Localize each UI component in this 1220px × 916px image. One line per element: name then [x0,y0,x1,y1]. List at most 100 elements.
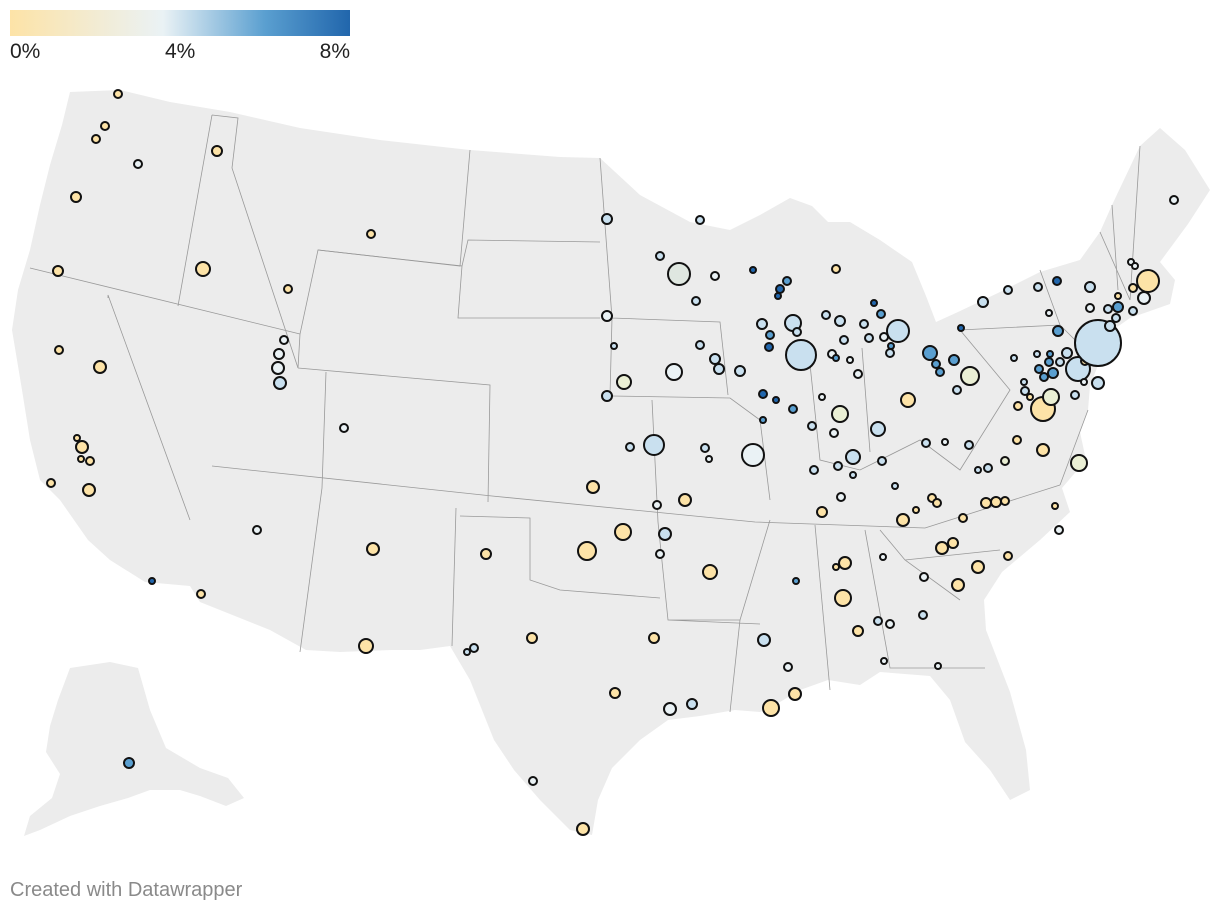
bubble[interactable] [273,348,285,360]
bubble[interactable] [1085,303,1095,313]
bubble[interactable] [463,648,471,656]
bubble[interactable] [831,405,849,423]
bubble[interactable] [195,261,211,277]
bubble[interactable] [935,367,945,377]
bubble[interactable] [864,333,874,343]
bubble[interactable] [665,363,683,381]
bubble[interactable] [1137,291,1151,305]
bubble[interactable] [947,537,959,549]
bubble[interactable] [705,455,713,463]
bubble[interactable] [809,465,819,475]
bubble[interactable] [576,822,590,836]
bubble[interactable] [601,213,613,225]
bubble[interactable] [788,404,798,414]
bubble[interactable] [73,434,81,442]
bubble[interactable] [876,309,886,319]
bubble[interactable] [958,513,968,523]
bubble[interactable] [1051,502,1059,510]
bubble[interactable] [818,393,826,401]
bubble[interactable] [100,121,110,131]
bubble[interactable] [54,345,64,355]
bubble[interactable] [1055,357,1065,367]
bubble[interactable] [785,339,817,371]
bubble[interactable] [148,577,156,585]
bubble[interactable] [601,390,613,402]
bubble[interactable] [852,625,864,637]
bubble[interactable] [792,327,802,337]
bubble[interactable] [1033,282,1043,292]
bubble[interactable] [1045,309,1053,317]
bubble[interactable] [70,191,82,203]
bubble[interactable] [821,310,831,320]
bubble[interactable] [879,553,887,561]
bubble[interactable] [1000,456,1010,466]
bubble[interactable] [480,548,492,560]
bubble[interactable] [1128,306,1138,316]
bubble[interactable] [339,423,349,433]
bubble[interactable] [859,319,869,329]
bubble[interactable] [526,632,538,644]
bubble[interactable] [609,687,621,699]
bubble[interactable] [931,359,941,369]
bubble[interactable] [1033,350,1041,358]
bubble[interactable] [891,482,899,490]
bubble[interactable] [974,466,982,474]
bubble[interactable] [1169,195,1179,205]
bubble[interactable] [1012,435,1022,445]
bubble[interactable] [853,369,863,379]
bubble[interactable] [1054,525,1064,535]
bubble[interactable] [870,299,878,307]
bubble[interactable] [1046,350,1054,358]
bubble[interactable] [885,619,895,629]
bubble[interactable] [885,348,895,358]
bubble[interactable] [123,757,135,769]
bubble[interactable] [941,438,949,446]
bubble[interactable] [849,471,857,479]
bubble[interactable] [952,385,962,395]
bubble[interactable] [586,480,600,494]
bubble[interactable] [832,354,840,362]
bubble[interactable] [834,315,846,327]
bubble[interactable] [734,365,746,377]
bubble[interactable] [702,564,718,580]
bubble[interactable] [896,513,910,527]
bubble[interactable] [93,360,107,374]
bubble[interactable] [948,354,960,366]
bubble[interactable] [686,698,698,710]
credit-text[interactable]: Created with Datawrapper [10,879,243,901]
bubble[interactable] [807,421,817,431]
bubble[interactable] [700,443,710,453]
bubble[interactable] [775,284,785,294]
bubble[interactable] [252,525,262,535]
bubble[interactable] [832,563,840,571]
bubble[interactable] [273,376,287,390]
bubble[interactable] [655,251,665,261]
bubble[interactable] [113,89,123,99]
bubble[interactable] [1103,304,1113,314]
bubble[interactable] [616,374,632,390]
bubble[interactable] [934,662,942,670]
bubble[interactable] [713,363,725,375]
bubble[interactable] [741,443,765,467]
bubble[interactable] [1039,372,1049,382]
bubble[interactable] [757,633,771,647]
bubble[interactable] [983,463,993,473]
bubble[interactable] [1112,301,1124,313]
bubble[interactable] [846,356,854,364]
bubble[interactable] [900,392,916,408]
bubble[interactable] [601,310,613,322]
bubble[interactable] [756,318,768,330]
bubble[interactable] [82,483,96,497]
bubble[interactable] [1104,320,1116,332]
bubble[interactable] [655,549,665,559]
bubble[interactable] [932,498,942,508]
bubble[interactable] [46,478,56,488]
bubble[interactable] [1114,292,1122,300]
bubble[interactable] [792,577,800,585]
bubble[interactable] [1003,285,1013,295]
bubble[interactable] [764,342,774,352]
bubble[interactable] [762,699,780,717]
bubble[interactable] [1111,313,1121,323]
bubble[interactable] [887,342,895,350]
bubble[interactable] [75,440,89,454]
